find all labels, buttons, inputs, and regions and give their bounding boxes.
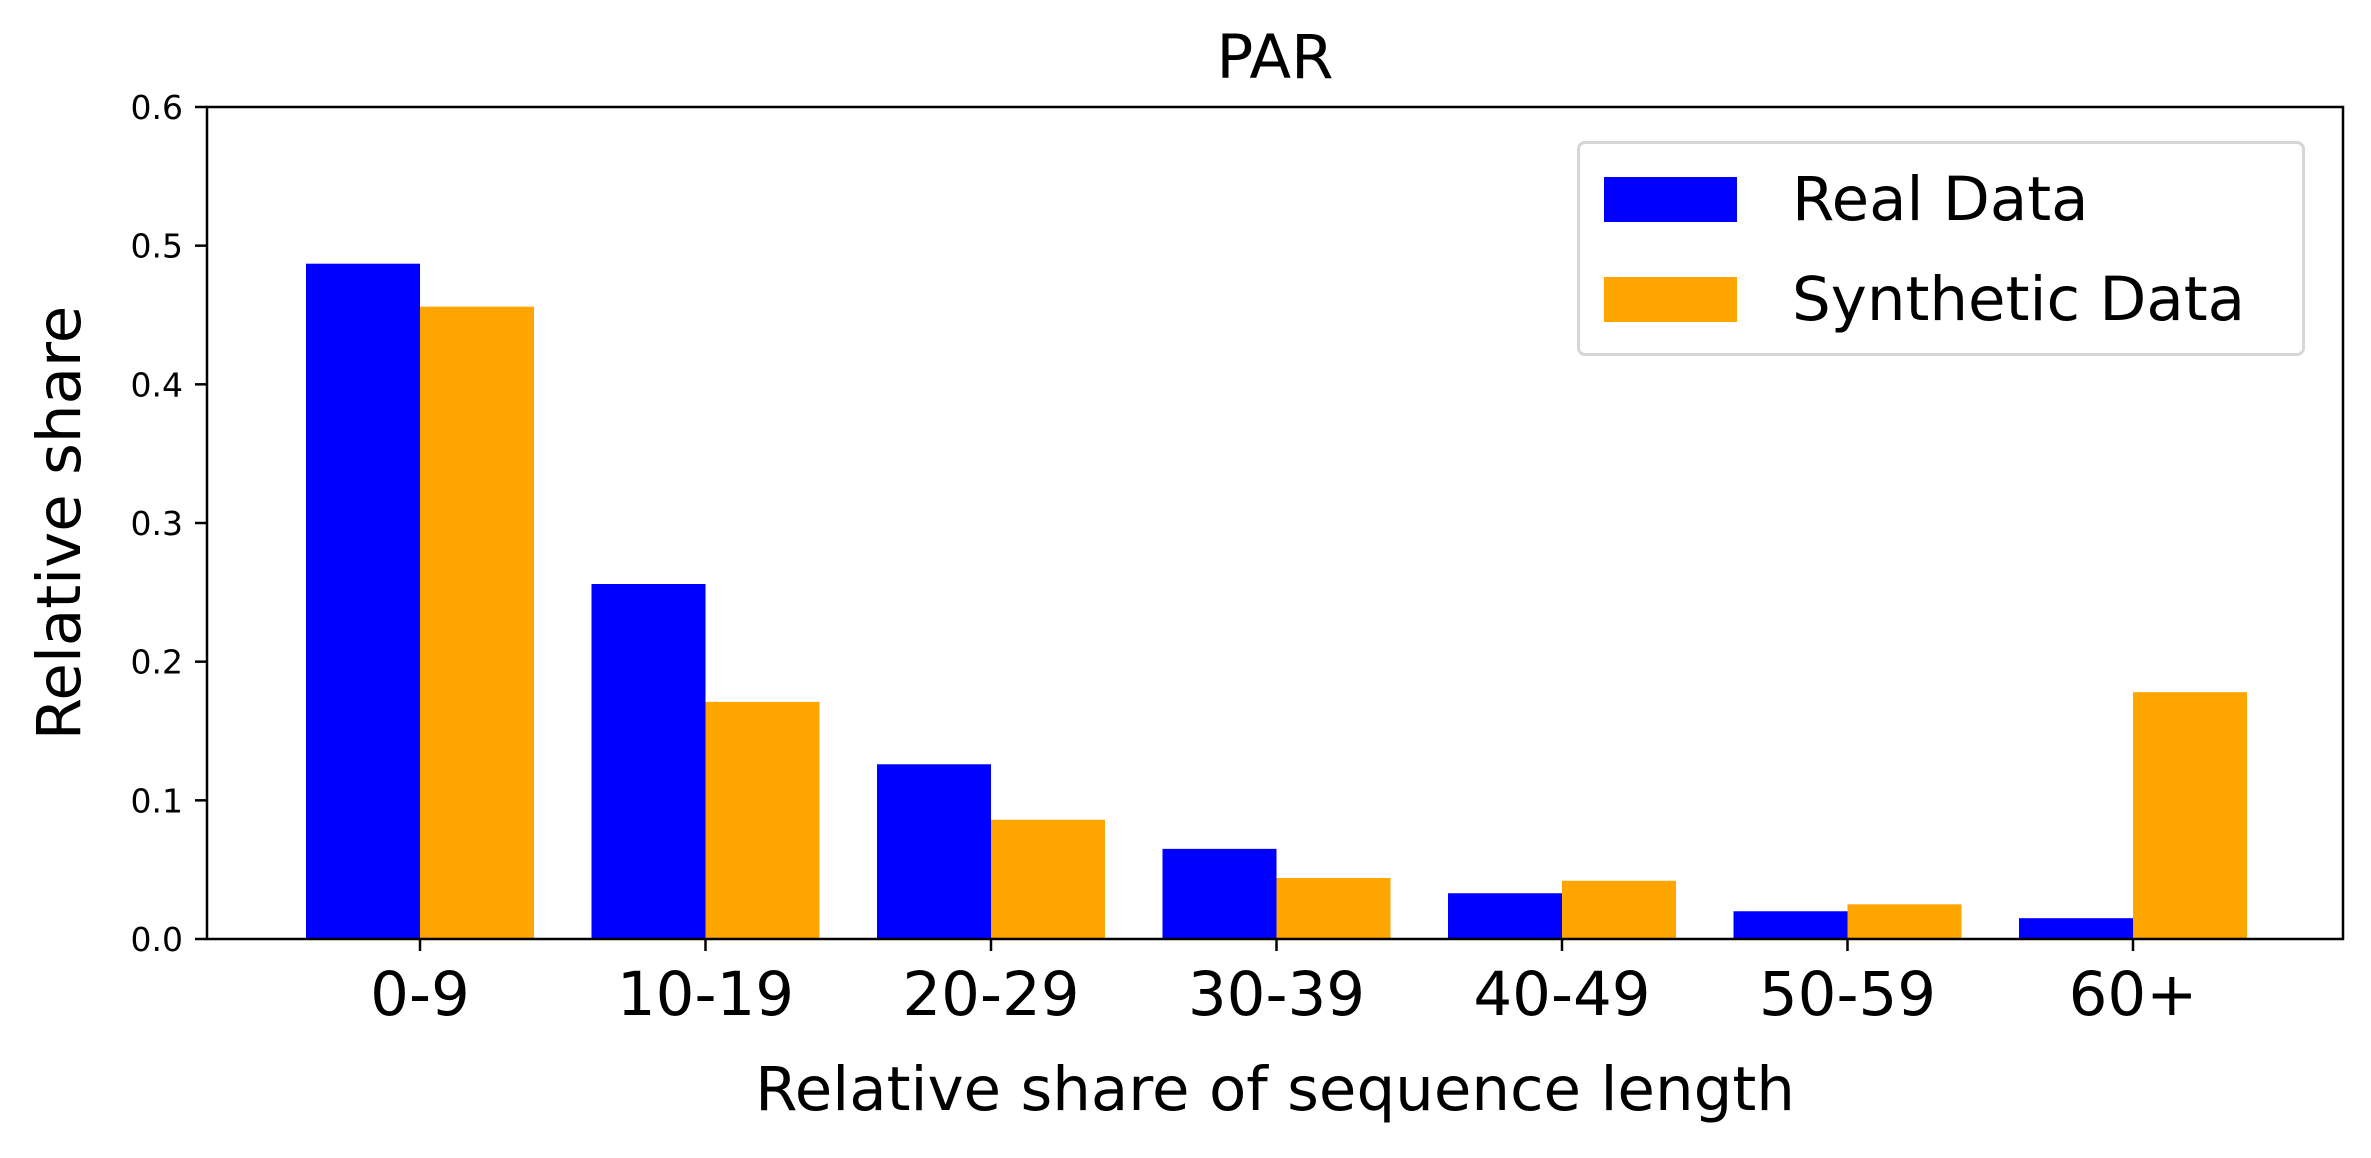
bar-real-20-29 — [877, 764, 991, 939]
x-axis: 0-9 10-19 20-29 30-39 40-49 50-59 60+ — [370, 939, 2197, 1030]
x-tick-label: 40-49 — [1473, 959, 1650, 1030]
bar-real-60+ — [2019, 918, 2133, 939]
y-tick-label: 0.3 — [131, 504, 183, 543]
x-tick-label: 20-29 — [902, 959, 1079, 1030]
bar-real-50-59 — [1733, 911, 1848, 939]
y-tick-label: 0.1 — [131, 781, 183, 820]
x-tick-label: 0-9 — [370, 959, 470, 1030]
bar-real-30-39 — [1162, 848, 1277, 939]
legend-item-real: Real Data — [1604, 159, 2089, 239]
chart-title: PAR — [1217, 22, 1334, 93]
x-tick-label: 50-59 — [1759, 959, 1936, 1030]
bar-synthetic-40-49 — [1562, 880, 1676, 939]
y-tick-label: 0.6 — [131, 88, 183, 127]
bar-synthetic-0-9 — [420, 306, 534, 939]
bar-synthetic-10-19 — [705, 701, 820, 939]
bars-group — [306, 263, 2247, 939]
legend-swatch-synthetic — [1604, 276, 1737, 322]
legend-label-real: Real Data — [1792, 163, 2089, 235]
y-tick-label: 0.5 — [131, 227, 183, 266]
bar-synthetic-30-39 — [1276, 877, 1391, 939]
bar-real-40-49 — [1448, 893, 1562, 939]
legend-swatch-real — [1604, 176, 1737, 222]
plot-frame — [205, 105, 2345, 941]
x-axis-label: Relative share of sequence length — [755, 1054, 1795, 1125]
y-axis-label: Relative share — [24, 306, 95, 740]
legend-item-synthetic: Synthetic Data — [1604, 259, 2245, 339]
bar-synthetic-50-59 — [1847, 904, 1962, 939]
bar-real-10-19 — [591, 584, 706, 939]
y-tick-label: 0.0 — [131, 920, 183, 959]
bar-real-0-9 — [306, 263, 420, 939]
legend-label-synthetic: Synthetic Data — [1792, 263, 2246, 335]
y-tick-label: 0.2 — [131, 643, 183, 682]
y-axis: 0.0 0.1 0.2 0.3 0.4 0.5 0.6 — [131, 88, 207, 959]
bar-synthetic-60+ — [2133, 692, 2247, 939]
x-tick-label: 60+ — [2069, 959, 2198, 1030]
x-tick-label: 30-39 — [1188, 959, 1365, 1030]
y-tick-label: 0.4 — [131, 365, 183, 404]
legend: Real Data Synthetic Data — [1577, 141, 2305, 356]
bar-synthetic-20-29 — [991, 819, 1105, 939]
x-tick-label: 10-19 — [617, 959, 794, 1030]
